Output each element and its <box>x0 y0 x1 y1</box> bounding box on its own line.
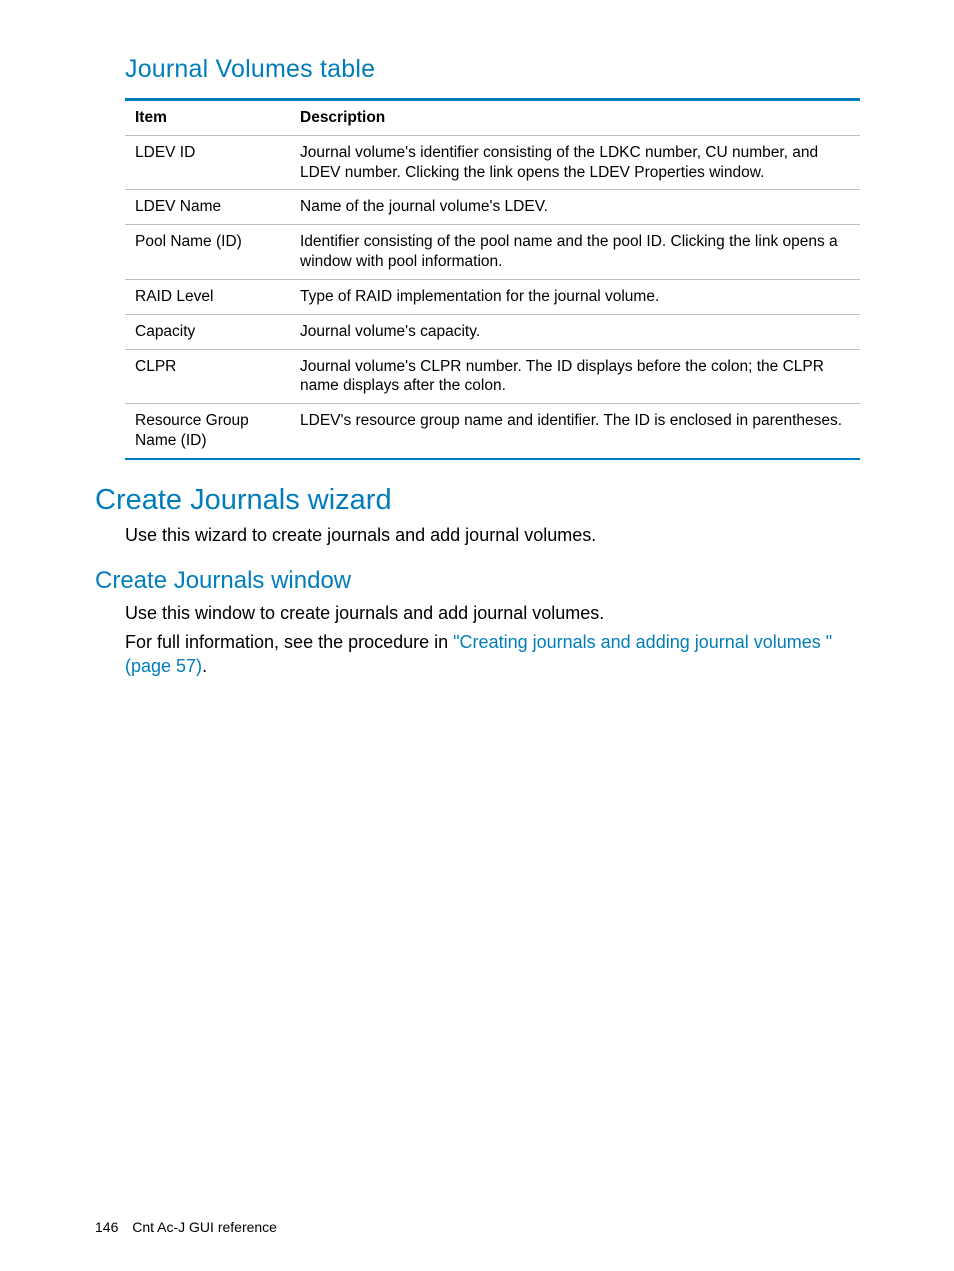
table-cell-item: Resource Group Name (ID) <box>125 404 290 459</box>
table-row: LDEV ID Journal volume's identifier cons… <box>125 135 860 190</box>
paragraph-window-intro: Use this window to create journals and a… <box>125 601 859 625</box>
page-footer: 146 Cnt Ac-J GUI reference <box>95 1219 277 1235</box>
see-suffix-text: . <box>202 656 207 676</box>
section-heading-create-journals-wizard: Create Journals wizard <box>95 484 859 517</box>
table-cell-item: Capacity <box>125 314 290 349</box>
table-cell-item: CLPR <box>125 349 290 404</box>
table-cell-description: Name of the journal volume's LDEV. <box>290 190 860 225</box>
table-row: Pool Name (ID) Identifier consisting of … <box>125 225 860 280</box>
paragraph-wizard-intro: Use this wizard to create journals and a… <box>125 523 859 547</box>
table-cell-item: RAID Level <box>125 279 290 314</box>
table-cell-description: Identifier consisting of the pool name a… <box>290 225 860 280</box>
table-header-row: Item Description <box>125 100 860 136</box>
paragraph-see-reference: For full information, see the procedure … <box>125 630 859 679</box>
table-cell-description: Type of RAID implementation for the jour… <box>290 279 860 314</box>
document-page: Journal Volumes table Item Description L… <box>0 0 954 1271</box>
table-cell-description: LDEV's resource group name and identifie… <box>290 404 860 459</box>
table-cell-item: LDEV ID <box>125 135 290 190</box>
section-heading-create-journals-window: Create Journals window <box>95 567 859 595</box>
see-prefix-text: For full information, see the procedure … <box>125 632 453 652</box>
table-row: Capacity Journal volume's capacity. <box>125 314 860 349</box>
journal-volumes-table: Item Description LDEV ID Journal volume'… <box>125 98 860 460</box>
table-cell-description: Journal volume's identifier consisting o… <box>290 135 860 190</box>
section-heading-journal-volumes-table: Journal Volumes table <box>125 55 859 84</box>
table-header-description: Description <box>290 100 860 136</box>
table-cell-description: Journal volume's capacity. <box>290 314 860 349</box>
footer-chapter-title: Cnt Ac-J GUI reference <box>132 1219 277 1235</box>
table-row: CLPR Journal volume's CLPR number. The I… <box>125 349 860 404</box>
table-cell-description: Journal volume's CLPR number. The ID dis… <box>290 349 860 404</box>
table-row: LDEV Name Name of the journal volume's L… <box>125 190 860 225</box>
page-number: 146 <box>95 1219 118 1235</box>
table-row: Resource Group Name (ID) LDEV's resource… <box>125 404 860 459</box>
table-cell-item: LDEV Name <box>125 190 290 225</box>
table-row: RAID Level Type of RAID implementation f… <box>125 279 860 314</box>
table-cell-item: Pool Name (ID) <box>125 225 290 280</box>
table-header-item: Item <box>125 100 290 136</box>
